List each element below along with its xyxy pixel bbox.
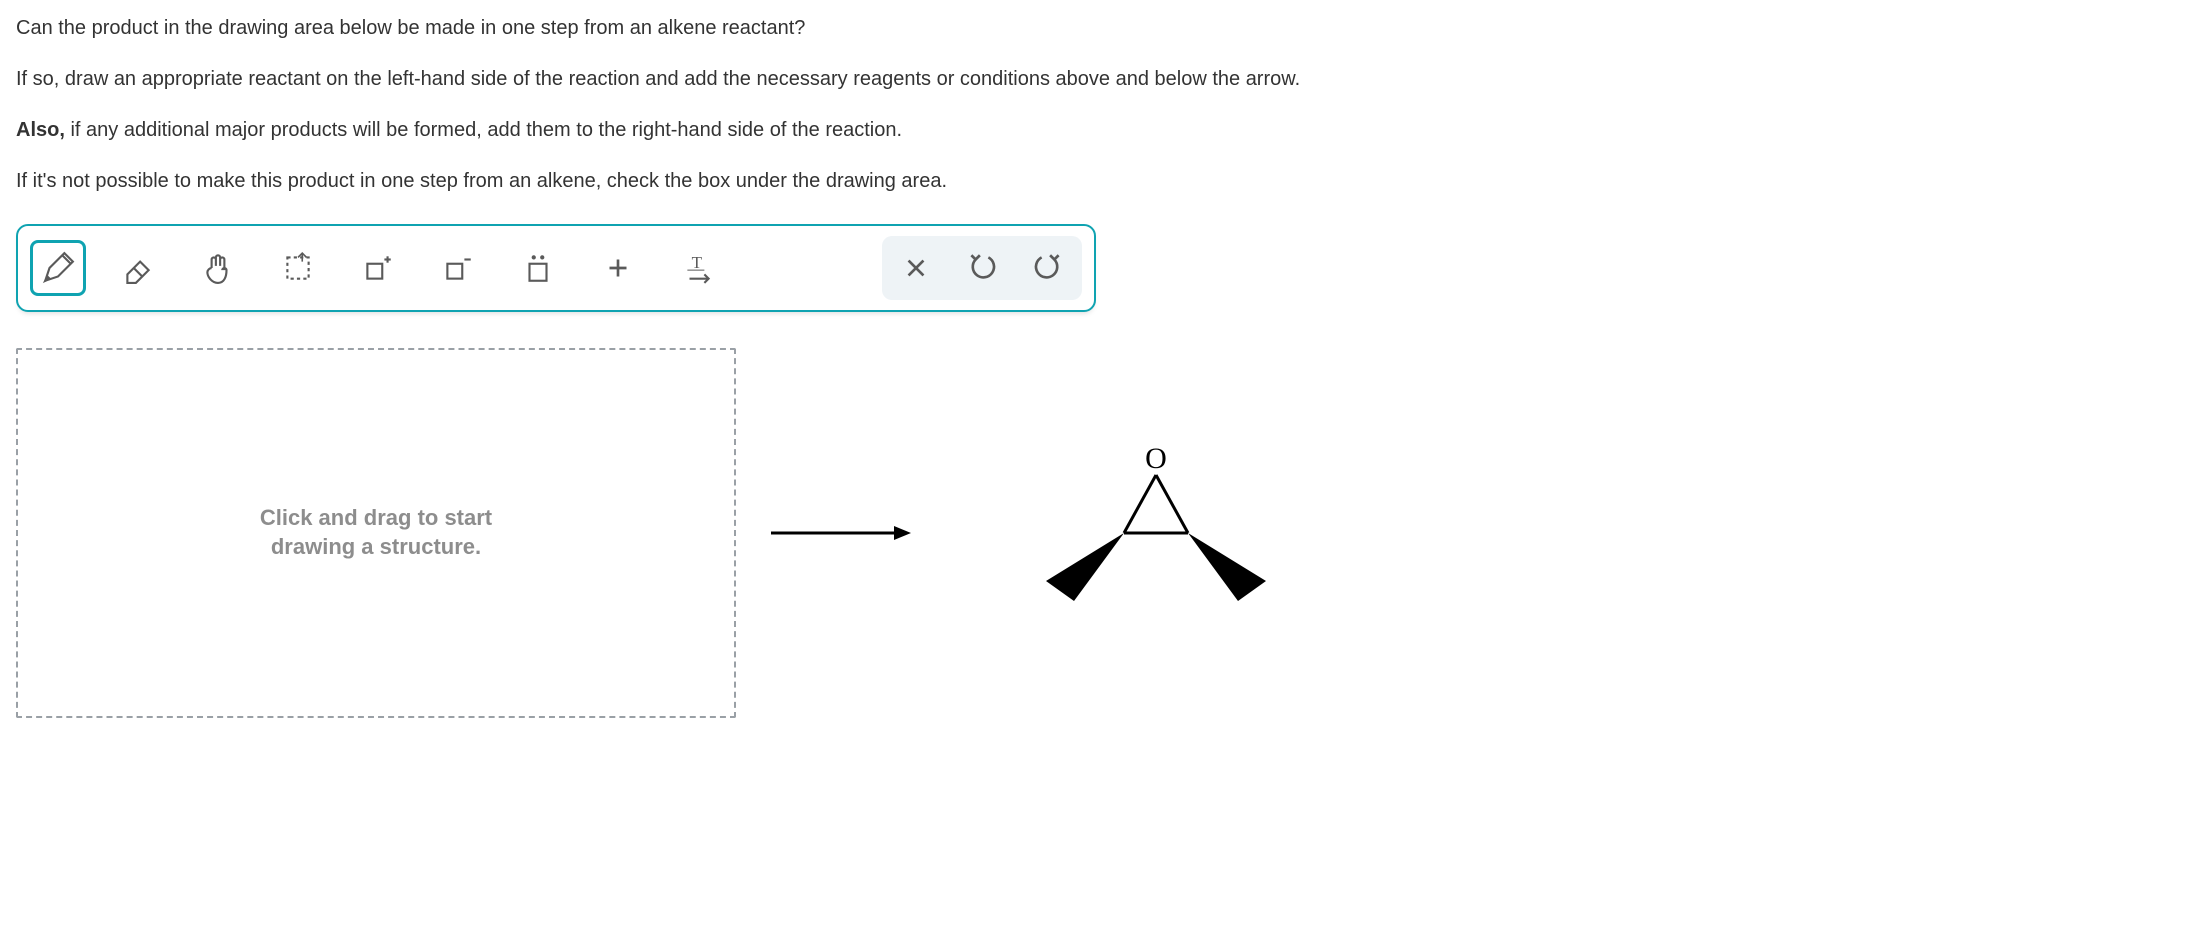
charge-minus-button[interactable]: [430, 240, 486, 296]
reaction-workspace: Click and drag to start drawing a struct…: [16, 348, 2170, 718]
reaction-arrow-block: [756, 518, 926, 548]
reaction-arrow-icon: [766, 518, 916, 548]
hand-tool-button[interactable]: [190, 240, 246, 296]
pencil-icon: [41, 251, 75, 285]
question-line-3-strong: Also,: [16, 119, 65, 141]
drawing-placeholder: Click and drag to start drawing a struct…: [260, 504, 492, 561]
text-arrow-button[interactable]: T: [670, 240, 726, 296]
charge-minus-icon: [441, 251, 475, 285]
question-line-3-rest: if any additional major products will be…: [65, 119, 902, 141]
question-line-3: Also, if any additional major products w…: [16, 116, 2170, 145]
svg-text:T: T: [692, 253, 703, 272]
question-line-1: Can the product in the drawing area belo…: [16, 14, 2170, 43]
pencil-tool-button[interactable]: [30, 240, 86, 296]
question-line-2: If so, draw an appropriate reactant on t…: [16, 65, 2170, 94]
lone-pair-icon: [521, 251, 555, 285]
question-line-4: If it's not possible to make this produc…: [16, 167, 2170, 196]
redo-icon: [1031, 251, 1065, 285]
hand-icon: [201, 251, 235, 285]
redo-button[interactable]: [1020, 240, 1076, 296]
undo-button[interactable]: [954, 240, 1010, 296]
eraser-icon: [121, 251, 155, 285]
epoxide-structure-icon: O: [1006, 433, 1306, 633]
product-structure: O: [946, 433, 1366, 633]
plus-button[interactable]: [590, 240, 646, 296]
charge-plus-icon: [361, 251, 395, 285]
close-icon: [899, 251, 933, 285]
plus-icon: [601, 251, 635, 285]
reactant-drawing-area[interactable]: Click and drag to start drawing a struct…: [16, 348, 736, 718]
question-text: Can the product in the drawing area belo…: [16, 14, 2170, 196]
lone-pair-button[interactable]: [510, 240, 566, 296]
select-tool-button[interactable]: [270, 240, 326, 296]
drawing-toolbar: T: [16, 224, 1096, 312]
drawing-placeholder-line2: drawing a structure.: [271, 534, 481, 559]
drawing-placeholder-line1: Click and drag to start: [260, 505, 492, 530]
oxygen-label: O: [1145, 442, 1167, 475]
undo-icon: [965, 251, 999, 285]
eraser-tool-button[interactable]: [110, 240, 166, 296]
toolbar-right-group: [882, 236, 1082, 300]
charge-plus-button[interactable]: [350, 240, 406, 296]
select-icon: [281, 251, 315, 285]
text-arrow-icon: T: [681, 251, 715, 285]
clear-button[interactable]: [888, 240, 944, 296]
